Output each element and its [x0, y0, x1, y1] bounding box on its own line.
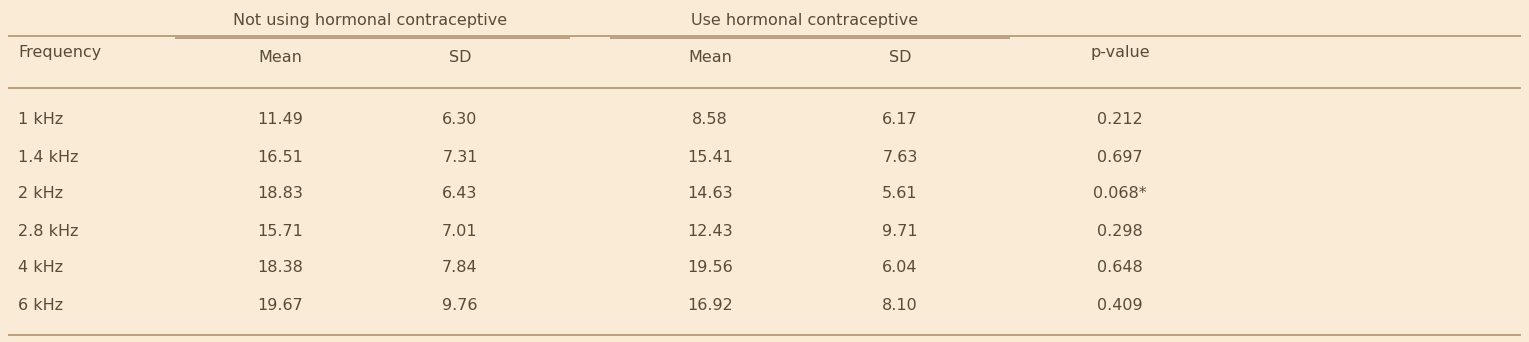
Text: Mean: Mean: [688, 51, 732, 66]
Text: 2 kHz: 2 kHz: [18, 186, 63, 201]
Text: 1 kHz: 1 kHz: [18, 113, 63, 128]
Text: 9.71: 9.71: [882, 224, 917, 238]
Text: 18.83: 18.83: [257, 186, 303, 201]
Text: 6 kHz: 6 kHz: [18, 298, 63, 313]
Text: 7.84: 7.84: [442, 261, 477, 276]
Text: 7.31: 7.31: [442, 149, 477, 165]
Text: 4 kHz: 4 kHz: [18, 261, 63, 276]
Text: 6.04: 6.04: [882, 261, 917, 276]
Text: SD: SD: [448, 51, 471, 66]
Text: p-value: p-value: [1090, 44, 1150, 60]
Text: 19.67: 19.67: [257, 298, 303, 313]
Text: 19.56: 19.56: [687, 261, 732, 276]
Text: 2.8 kHz: 2.8 kHz: [18, 224, 78, 238]
Text: 6.30: 6.30: [442, 113, 477, 128]
Text: 0.648: 0.648: [1098, 261, 1142, 276]
Text: 15.71: 15.71: [257, 224, 303, 238]
Text: 6.43: 6.43: [442, 186, 477, 201]
Text: SD: SD: [888, 51, 911, 66]
Text: 7.63: 7.63: [882, 149, 917, 165]
Text: Not using hormonal contraceptive: Not using hormonal contraceptive: [232, 13, 508, 27]
Text: Mean: Mean: [258, 51, 301, 66]
Text: 9.76: 9.76: [442, 298, 477, 313]
Text: 8.10: 8.10: [882, 298, 917, 313]
Text: 11.49: 11.49: [257, 113, 303, 128]
Text: 1.4 kHz: 1.4 kHz: [18, 149, 78, 165]
Text: 14.63: 14.63: [687, 186, 732, 201]
Text: 0.697: 0.697: [1098, 149, 1142, 165]
Text: 15.41: 15.41: [687, 149, 732, 165]
Text: 8.58: 8.58: [693, 113, 728, 128]
Text: 16.92: 16.92: [687, 298, 732, 313]
Text: Use hormonal contraceptive: Use hormonal contraceptive: [691, 13, 919, 27]
Text: 7.01: 7.01: [442, 224, 477, 238]
Text: 18.38: 18.38: [257, 261, 303, 276]
Text: 0.409: 0.409: [1098, 298, 1142, 313]
Text: 0.298: 0.298: [1098, 224, 1142, 238]
Text: 6.17: 6.17: [882, 113, 917, 128]
Text: 5.61: 5.61: [882, 186, 917, 201]
Text: 12.43: 12.43: [687, 224, 732, 238]
Text: 0.068*: 0.068*: [1093, 186, 1147, 201]
Text: Frequency: Frequency: [18, 44, 101, 60]
Text: 0.212: 0.212: [1098, 113, 1142, 128]
Text: 16.51: 16.51: [257, 149, 303, 165]
